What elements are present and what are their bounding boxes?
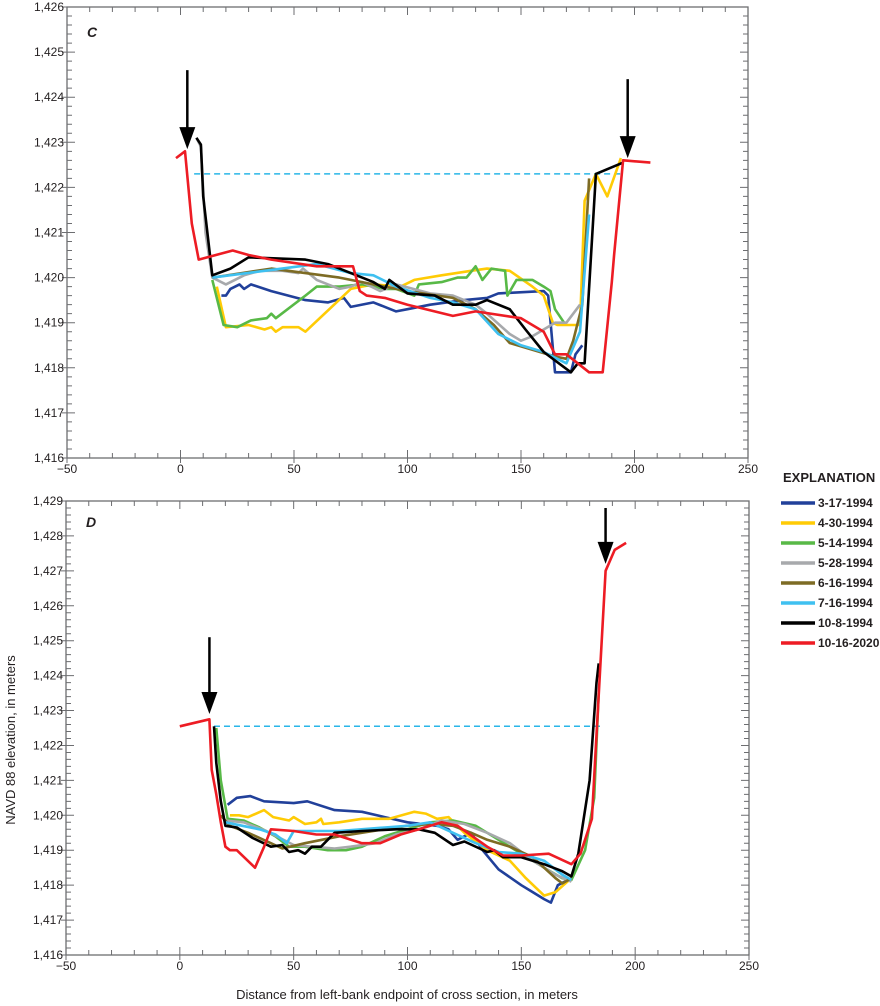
- plot-frame: [65, 500, 750, 956]
- y-tick-label: 1,420: [33, 808, 63, 822]
- series-line-10-16-2020: [175, 150, 651, 374]
- y-tick-label: 1,429: [33, 494, 63, 508]
- y-tick-label: 1,423: [34, 135, 64, 149]
- y-tick-label: 1,427: [33, 564, 63, 578]
- y-tick-label: 1,423: [33, 704, 63, 718]
- x-tick-label: −50: [56, 959, 77, 973]
- y-tick-label: 1,424: [34, 90, 64, 104]
- series-line-10-8-1994: [195, 137, 624, 374]
- y-tick-label: 1,416: [33, 948, 63, 962]
- y-tick-label: 1,417: [34, 406, 64, 420]
- x-tick-label: 150: [511, 959, 531, 973]
- legend-entry: 6-16-1994: [781, 576, 873, 590]
- series-line-6-16-1994: [212, 178, 591, 361]
- axis-ticks: [62, 6, 749, 463]
- panel-d-chart: −50 0 50 100 150 200 250 1,416 1,417 1,418 1,419 1,…: [33, 494, 759, 973]
- y-axis-title: NAVD 88 elevation, in meters: [3, 655, 18, 825]
- legend-label: 4-30-1994: [818, 516, 873, 530]
- x-axis-title: Distance from left-bank endpoint of cros…: [236, 987, 578, 1002]
- series-line-7-16-1994: [212, 214, 591, 365]
- panel-c-chart: −50 0 50 100 150 200 250 1,416 1,417 1,418 1,419 1,…: [34, 0, 758, 476]
- bank-arrow-icon: [597, 507, 614, 564]
- legend-entry: 5-14-1994: [781, 536, 873, 550]
- legend-entry: 5-28-1994: [781, 556, 873, 570]
- legend-label: 7-16-1994: [818, 596, 873, 610]
- series-line-10-16-2020: [179, 541, 627, 870]
- x-tick-label: 150: [511, 462, 531, 476]
- x-tick-label: −50: [57, 462, 78, 476]
- x-tick-label: 250: [739, 959, 759, 973]
- legend-label: 6-16-1994: [818, 576, 873, 590]
- legend-entry: 3-17-1994: [781, 496, 873, 510]
- series-line-5-28-1994: [195, 137, 582, 343]
- y-tick-label: 1,418: [34, 361, 64, 375]
- series-line-10-8-1994: [212, 663, 600, 878]
- x-tick-label: 250: [738, 462, 758, 476]
- legend-label: 10-8-1994: [818, 616, 873, 630]
- series-line-5-14-1994: [211, 264, 566, 329]
- y-tick-label: 1,421: [34, 226, 64, 240]
- y-tick-label: 1,422: [34, 180, 64, 194]
- bank-arrow-icon: [201, 637, 218, 715]
- axis-ticks: [61, 500, 750, 960]
- y-tick-label: 1,419: [33, 843, 63, 857]
- x-tick-label: 100: [397, 959, 417, 973]
- y-tick-label: 1,425: [33, 634, 63, 648]
- y-tick-label: 1,428: [33, 529, 63, 543]
- x-tick-label: 200: [624, 462, 644, 476]
- legend-label: 10-16-2020: [818, 636, 880, 650]
- y-tick-label: 1,426: [34, 0, 64, 14]
- legend-entry: 7-16-1994: [781, 596, 873, 610]
- y-tick-label: 1,416: [34, 451, 64, 465]
- x-tick-label: 200: [625, 959, 645, 973]
- y-tick-label: 1,418: [33, 878, 63, 892]
- legend-entry: 10-16-2020: [781, 636, 880, 650]
- tick-marks: [62, 6, 749, 463]
- x-tick-label: 50: [287, 959, 301, 973]
- plot-frame: [66, 6, 749, 459]
- tick-marks: [61, 500, 750, 960]
- series-line-4-30-1994: [229, 808, 573, 897]
- bank-arrow-icon: [619, 79, 636, 159]
- y-tick-label: 1,419: [34, 316, 64, 330]
- legend-entry: 4-30-1994: [781, 516, 873, 530]
- panel-label: C: [87, 24, 98, 40]
- x-tick-label: 100: [397, 462, 417, 476]
- x-tick-label: 0: [177, 462, 184, 476]
- legend-label: 5-14-1994: [818, 536, 873, 550]
- x-tick-label: 50: [287, 462, 301, 476]
- x-tick-label: 0: [176, 959, 183, 973]
- panel-label: D: [86, 514, 96, 530]
- y-tick-label: 1,425: [34, 45, 64, 59]
- legend: EXPLANATION 3-17-1994 4-30-1994 5-14-1994 5…: [781, 470, 880, 650]
- bank-arrow-icon: [179, 70, 196, 150]
- legend-entry: 10-8-1994: [781, 616, 873, 630]
- y-tick-label: 1,420: [34, 271, 64, 285]
- legend-title: EXPLANATION: [783, 470, 875, 485]
- legend-label: 5-28-1994: [818, 556, 873, 570]
- y-tick-label: 1,422: [33, 738, 63, 752]
- y-tick-label: 1,417: [33, 913, 63, 927]
- y-tick-label: 1,426: [33, 599, 63, 613]
- legend-label: 3-17-1994: [818, 496, 873, 510]
- y-tick-label: 1,421: [33, 773, 63, 787]
- y-tick-label: 1,424: [33, 669, 63, 683]
